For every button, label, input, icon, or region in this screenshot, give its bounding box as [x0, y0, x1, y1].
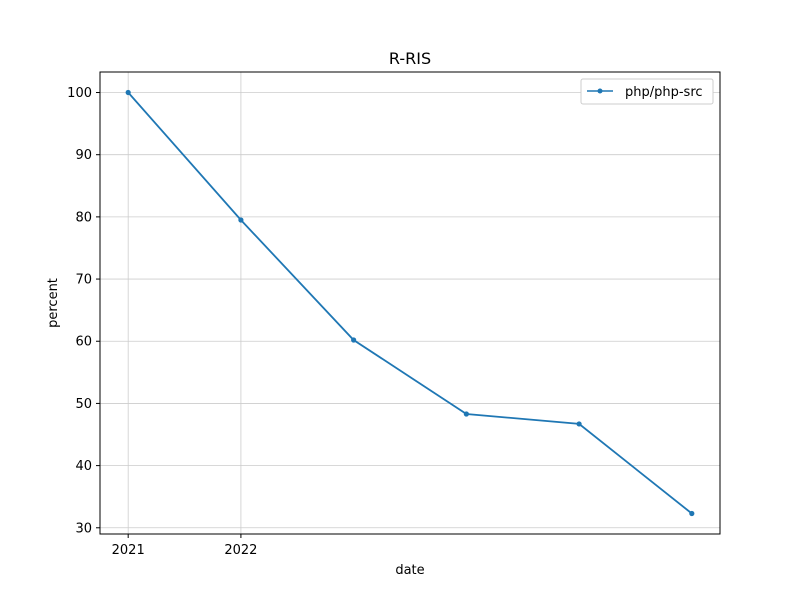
- y-tick-label: 90: [75, 148, 92, 163]
- data-point: [689, 510, 695, 517]
- series-layer: [125, 89, 695, 517]
- x-tick-label: 2022: [224, 543, 257, 558]
- data-point: [238, 217, 244, 223]
- y-tick-label: 60: [75, 335, 92, 350]
- data-point: [125, 89, 131, 96]
- y-tick-label: 50: [75, 397, 92, 412]
- y-tick-label: 70: [75, 273, 92, 288]
- y-tick-label: 40: [75, 459, 92, 474]
- legend-series-marker: [597, 88, 603, 94]
- x-axis: 2021 2022: [112, 534, 257, 558]
- y-tick-label: 80: [75, 210, 92, 225]
- grid: [100, 72, 720, 534]
- data-point: [463, 411, 469, 417]
- x-axis-label: date: [395, 563, 424, 578]
- legend: php/php-src: [580, 78, 714, 105]
- legend-frame: [580, 78, 714, 105]
- series-line: [127, 91, 693, 515]
- y-tick-label: 30: [75, 521, 92, 536]
- legend-series-label: php/php-src: [625, 85, 703, 100]
- y-tick-label: 100: [67, 86, 92, 101]
- y-axis: 30 40 50 60 70 80 90 100: [67, 86, 100, 536]
- plot-area-frame: [99, 71, 721, 535]
- y-axis-label: percent: [46, 278, 61, 328]
- data-point: [576, 421, 582, 427]
- chart-title: R-RIS: [389, 49, 431, 68]
- x-tick-label: 2021: [112, 543, 145, 558]
- data-point: [351, 337, 357, 343]
